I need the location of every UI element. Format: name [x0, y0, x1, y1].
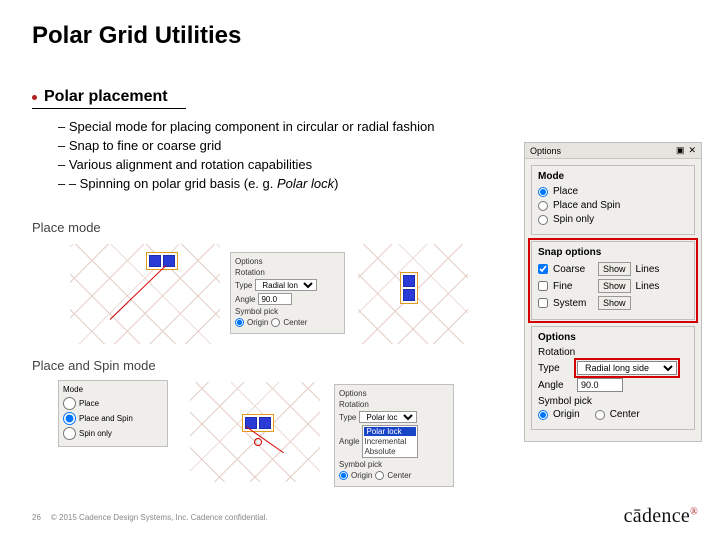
snap-name: Fine	[553, 281, 593, 292]
component-group	[149, 255, 175, 267]
snap-show-button[interactable]: Show	[598, 279, 631, 293]
bullet-item: – Spinning on polar grid basis (e. g. Po…	[58, 175, 434, 194]
pick-origin-label: Origin	[553, 409, 580, 420]
pick-origin-radio[interactable]	[339, 471, 348, 480]
options-panel: Options ▣ ✕ Mode Place Place and Spin Sp…	[524, 142, 702, 442]
symbol-pick-label: Symbol pick	[235, 307, 340, 316]
snap-coarse-check[interactable]	[538, 264, 548, 274]
mode-spinonly-radio[interactable]	[538, 215, 548, 225]
snap-name: Coarse	[553, 264, 593, 275]
angle-menu-item[interactable]: Incremental	[364, 437, 416, 446]
spin-mode-figure: Options Rotation Type Polar lock Angle P…	[50, 382, 470, 492]
page-number: 26	[32, 513, 41, 522]
mode-place-radio[interactable]	[538, 187, 548, 197]
section-label: Polar placement	[44, 88, 168, 106]
sub-bullets: Special mode for placing component in ci…	[58, 118, 434, 193]
type-select[interactable]: Polar lock	[359, 411, 417, 423]
panel-header: Options	[235, 257, 340, 266]
pick-origin-radio[interactable]	[235, 318, 244, 327]
rotation-group-title: Options	[538, 332, 688, 343]
logo-text: cādence	[624, 505, 691, 527]
close-icon[interactable]: ✕	[688, 145, 696, 156]
place-mode-figure: Options Rotation Type Radial long side A…	[70, 244, 450, 344]
angle-input[interactable]	[258, 293, 292, 305]
pick-origin-label: Origin	[247, 318, 268, 327]
slide-title: Polar Grid Utilities	[32, 22, 241, 50]
footer: 26 © 2015 Cadence Design Systems, Inc. C…	[32, 513, 268, 522]
type-label: Type	[538, 363, 572, 374]
rotation-group: Options Rotation Type Radial long side A…	[531, 326, 695, 430]
mode-opt-label: Spin only	[553, 214, 594, 225]
angle-label: Angle	[538, 380, 572, 391]
component-outline	[242, 414, 274, 432]
bullet-dot	[32, 95, 37, 100]
rotation-handle-icon	[254, 438, 262, 446]
mini-options-panel: Options Rotation Type Radial long side A…	[230, 252, 345, 334]
panel-title: Options	[530, 146, 561, 156]
component-icon	[149, 255, 161, 267]
component-group	[403, 275, 415, 301]
section-underline	[32, 108, 186, 109]
type-label: Type	[339, 413, 356, 422]
mode-placespin-radio[interactable]	[538, 201, 548, 211]
pick-center-radio[interactable]	[595, 410, 605, 420]
pick-center-label: Center	[283, 318, 307, 327]
component-outline	[400, 272, 418, 304]
snap-show-button[interactable]: Show	[598, 296, 631, 310]
component-icon	[403, 275, 415, 287]
panel-titlebar: Options ▣ ✕	[525, 143, 701, 159]
snap-right-label: Lines	[636, 264, 660, 275]
type-select[interactable]: Radial long side	[577, 361, 677, 375]
bullet-item: Snap to fine or coarse grid	[58, 137, 434, 156]
panel-subheader: Rotation	[339, 400, 449, 409]
mode-group-title: Mode	[538, 171, 688, 182]
pick-origin-label: Origin	[351, 471, 372, 480]
rotation-sub: Rotation	[538, 347, 688, 358]
bullet-item: Special mode for placing component in ci…	[58, 118, 434, 137]
mode-opt-label: Place and Spin	[553, 200, 620, 211]
polar-grid-left	[70, 244, 220, 344]
angle-highlight[interactable]: Polar lock	[364, 427, 416, 436]
component-icon	[403, 289, 415, 301]
snap-right-label: Lines	[636, 281, 660, 292]
snap-group: Snap options Coarse Show Lines Fine Show…	[531, 241, 695, 320]
panel-header: Options	[339, 389, 449, 398]
snap-group-title: Snap options	[538, 247, 688, 258]
pick-center-radio[interactable]	[271, 318, 280, 327]
cadence-logo: cādence®	[624, 505, 698, 528]
type-label: Type	[235, 281, 252, 290]
place-mode-label: Place mode	[32, 220, 101, 235]
copyright: © 2015 Cadence Design Systems, Inc. Cade…	[51, 513, 268, 522]
angle-menu-item[interactable]: Absolute	[364, 447, 416, 456]
pin-icon[interactable]: ▣	[676, 145, 685, 156]
snap-fine-check[interactable]	[538, 281, 548, 291]
spin-options-panel: Options Rotation Type Polar lock Angle P…	[334, 384, 454, 487]
angle-label: Angle	[339, 437, 359, 446]
section-row: Polar placement	[32, 88, 168, 106]
pick-center-radio[interactable]	[375, 471, 384, 480]
pick-center-label: Center	[610, 409, 640, 420]
snap-name: System	[553, 298, 593, 309]
component-icon	[259, 417, 271, 429]
angle-input[interactable]	[577, 378, 623, 392]
type-select[interactable]: Radial long side	[255, 279, 317, 291]
pick-center-label: Center	[387, 471, 411, 480]
panel-subheader: Rotation	[235, 268, 340, 277]
registered-icon: ®	[690, 506, 698, 517]
symbol-pick-label: Symbol pick	[538, 396, 688, 407]
angle-label: Angle	[235, 295, 255, 304]
mode-opt-label: Place	[553, 186, 578, 197]
bullet-item: Various alignment and rotation capabilit…	[58, 156, 434, 175]
symbol-pick-label: Symbol pick	[339, 460, 449, 469]
snap-show-button[interactable]: Show	[598, 262, 631, 276]
snap-system-check[interactable]	[538, 298, 548, 308]
mode-group: Mode Place Place and Spin Spin only	[531, 165, 695, 235]
pick-origin-radio[interactable]	[538, 410, 548, 420]
spin-mode-label: Place and Spin mode	[32, 358, 156, 373]
